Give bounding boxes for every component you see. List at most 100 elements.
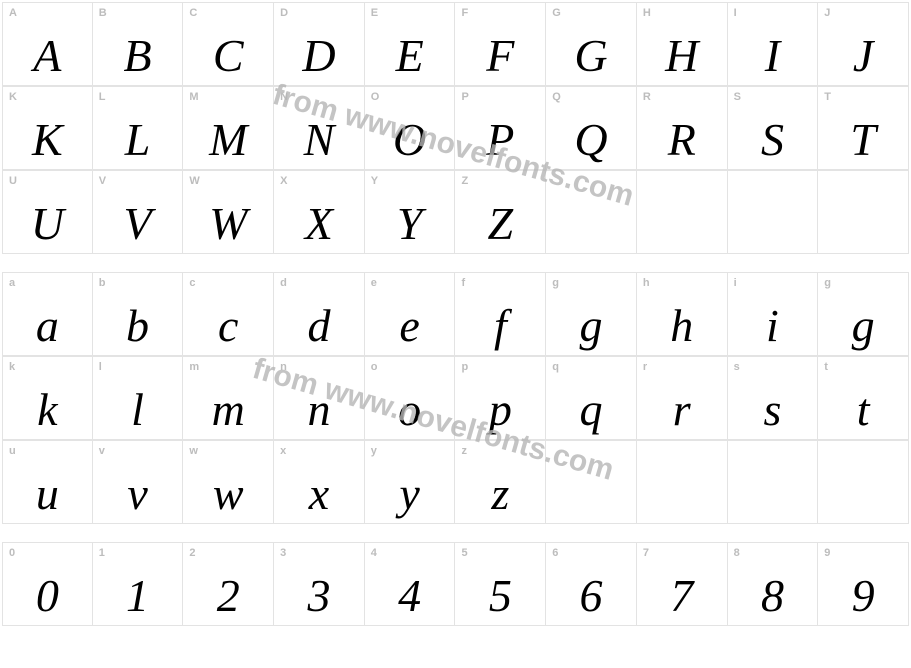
glyph-cell: 66	[546, 542, 637, 626]
glyph: V	[93, 201, 183, 247]
cell-label: g	[824, 277, 831, 289]
cell-label: z	[461, 445, 467, 457]
cell-label: 6	[552, 547, 558, 559]
glyph-cell: YY	[365, 170, 456, 254]
cell-label: U	[9, 175, 17, 187]
glyph-cell	[637, 170, 728, 254]
cell-label: B	[99, 7, 107, 19]
glyph-cell: ii	[728, 272, 819, 356]
glyph: 8	[728, 573, 818, 619]
glyph-cell: FF	[455, 2, 546, 86]
glyph-cell: 55	[455, 542, 546, 626]
glyph-cell: PP	[455, 86, 546, 170]
cell-label: 2	[189, 547, 195, 559]
cell-label: f	[461, 277, 465, 289]
glyph: 2	[183, 573, 273, 619]
glyph-cell: ss	[728, 356, 819, 440]
cell-label: a	[9, 277, 15, 289]
glyph-cell	[546, 170, 637, 254]
glyph-cell: ww	[183, 440, 274, 524]
glyph: M	[183, 117, 273, 163]
glyph: X	[274, 201, 364, 247]
glyph-cell: gg	[818, 272, 909, 356]
glyph-cell: kk	[2, 356, 93, 440]
cell-label: b	[99, 277, 106, 289]
glyph-cell	[637, 440, 728, 524]
cell-label: M	[189, 91, 198, 103]
glyph: d	[274, 303, 364, 349]
glyph-cell: 88	[728, 542, 819, 626]
glyph-cell: KK	[2, 86, 93, 170]
glyph-cell: MM	[183, 86, 274, 170]
cell-label: w	[189, 445, 198, 457]
cell-label: A	[9, 7, 17, 19]
glyph: y	[365, 471, 455, 517]
glyph-cell: XX	[274, 170, 365, 254]
cell-label: I	[734, 7, 737, 19]
glyph-cell: bb	[93, 272, 184, 356]
cell-label: X	[280, 175, 287, 187]
cell-label: c	[189, 277, 195, 289]
glyph-cell: ff	[455, 272, 546, 356]
glyph: A	[3, 33, 92, 79]
glyph: S	[728, 117, 818, 163]
glyph: r	[637, 387, 727, 433]
cell-label: v	[99, 445, 105, 457]
glyph-cell: SS	[728, 86, 819, 170]
glyph-cell: gg	[546, 272, 637, 356]
glyph: F	[455, 33, 545, 79]
cell-label: C	[189, 7, 197, 19]
glyph-cell: OO	[365, 86, 456, 170]
glyph-cell: 44	[365, 542, 456, 626]
glyph-block-uppercase: AABBCCDDEEFFGGHHIIJJKKLLMMNNOOPPQQRRSSTT…	[2, 2, 909, 254]
glyph-cell: hh	[637, 272, 728, 356]
cell-label: T	[824, 91, 831, 103]
cell-label: h	[643, 277, 650, 289]
cell-label: k	[9, 361, 15, 373]
glyph: c	[183, 303, 273, 349]
glyph: w	[183, 471, 273, 517]
glyph: U	[3, 201, 92, 247]
glyph-cell: 99	[818, 542, 909, 626]
cell-label: 7	[643, 547, 649, 559]
glyph: K	[3, 117, 92, 163]
glyph-block-digits: 00112233445566778899	[2, 542, 909, 626]
glyph-cell: xx	[274, 440, 365, 524]
glyph-cell: JJ	[818, 2, 909, 86]
glyph: o	[365, 387, 455, 433]
glyph-cell	[546, 440, 637, 524]
glyph-cell: yy	[365, 440, 456, 524]
glyph-cell: nn	[274, 356, 365, 440]
cell-label: K	[9, 91, 17, 103]
cell-label: o	[371, 361, 378, 373]
glyph: f	[455, 303, 545, 349]
glyph-cell: HH	[637, 2, 728, 86]
cell-label: s	[734, 361, 740, 373]
glyph: R	[637, 117, 727, 163]
cell-label: P	[461, 91, 468, 103]
glyph: Q	[546, 117, 636, 163]
glyph: E	[365, 33, 455, 79]
cell-label: N	[280, 91, 288, 103]
glyph-cell	[728, 440, 819, 524]
glyph: Z	[455, 201, 545, 247]
cell-label: Y	[371, 175, 378, 187]
glyph: L	[93, 117, 183, 163]
cell-label: Q	[552, 91, 561, 103]
cell-label: O	[371, 91, 380, 103]
glyph: 7	[637, 573, 727, 619]
cell-label: m	[189, 361, 199, 373]
glyph: 6	[546, 573, 636, 619]
cell-label: q	[552, 361, 559, 373]
glyph: Y	[365, 201, 455, 247]
glyph-cell: CC	[183, 2, 274, 86]
glyph-cell: ZZ	[455, 170, 546, 254]
cell-label: d	[280, 277, 287, 289]
glyph-cell: BB	[93, 2, 184, 86]
cell-label: 4	[371, 547, 377, 559]
cell-label: F	[461, 7, 468, 19]
glyph: I	[728, 33, 818, 79]
glyph: W	[183, 201, 273, 247]
cell-label: r	[643, 361, 647, 373]
cell-label: 8	[734, 547, 740, 559]
